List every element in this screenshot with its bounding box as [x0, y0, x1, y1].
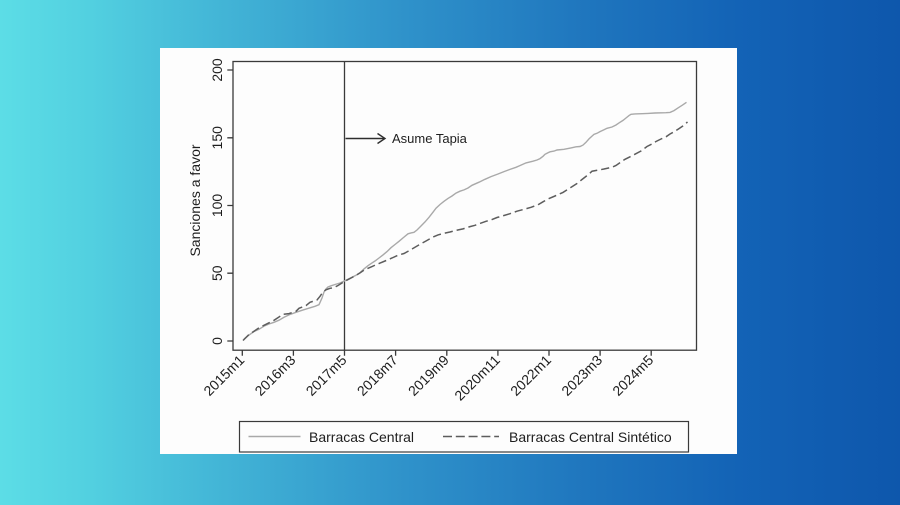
svg-text:2017m5: 2017m5	[303, 352, 350, 399]
svg-text:2019m9: 2019m9	[405, 352, 452, 399]
svg-text:2022m1: 2022m1	[507, 352, 554, 399]
svg-text:150: 150	[209, 126, 225, 150]
svg-text:100: 100	[209, 194, 225, 218]
svg-text:50: 50	[209, 265, 225, 281]
svg-text:200: 200	[209, 58, 225, 82]
svg-text:0: 0	[209, 337, 225, 345]
svg-text:2018m7: 2018m7	[354, 352, 401, 399]
svg-text:2024m5: 2024m5	[609, 352, 656, 399]
svg-text:Barracas Central: Barracas Central	[309, 429, 414, 445]
svg-text:2023m3: 2023m3	[558, 352, 605, 399]
svg-text:Barracas Central Sintético: Barracas Central Sintético	[509, 429, 672, 445]
svg-text:2015m1: 2015m1	[200, 352, 247, 399]
svg-text:2016m3: 2016m3	[251, 352, 298, 399]
svg-text:2020m11: 2020m11	[451, 352, 503, 404]
svg-text:Asume Tapia: Asume Tapia	[392, 131, 468, 146]
svg-text:Sanciones a favor: Sanciones a favor	[187, 144, 203, 256]
